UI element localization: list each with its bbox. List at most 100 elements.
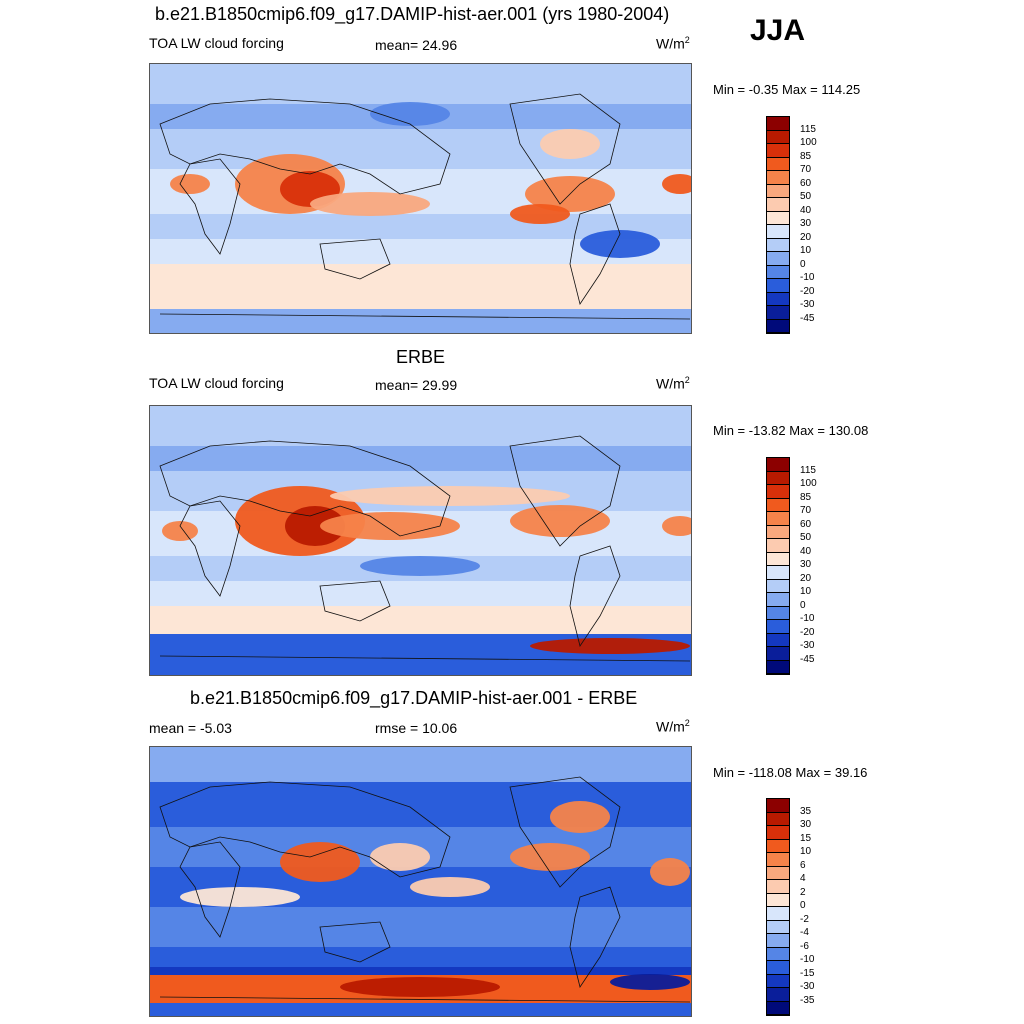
colorbar-swatch xyxy=(767,812,789,826)
colorbar-swatch xyxy=(767,252,789,266)
panel1-minmax: Min = -0.35 Max = 114.25 xyxy=(713,82,861,97)
panel2-mean-label: mean= 29.99 xyxy=(375,377,458,393)
panel3-rmse-label: rmse = 10.06 xyxy=(375,720,458,736)
field-feature xyxy=(162,521,198,541)
colorbar-label: -20 xyxy=(800,626,815,638)
field-feature xyxy=(340,977,500,997)
colorbar-swatch xyxy=(767,498,789,512)
colorbar-label: 115 xyxy=(800,464,816,476)
panel3-minmax: Min = -118.08 Max = 39.16 xyxy=(713,765,868,780)
field-band xyxy=(150,907,691,947)
panel3-mean-label: mean = -5.03 xyxy=(149,720,232,736)
colorbar-label: 50 xyxy=(800,191,812,202)
colorbar-swatch xyxy=(767,458,789,472)
colorbar-label: -30 xyxy=(800,299,815,310)
colorbar-swatch xyxy=(767,225,789,239)
colorbar-swatch xyxy=(767,292,789,306)
colorbar-label: -6 xyxy=(800,940,809,952)
coastline xyxy=(159,313,691,320)
colorbar-swatches xyxy=(766,457,790,675)
panel2-map xyxy=(149,405,692,676)
colorbar-label: 40 xyxy=(800,204,812,216)
colorbar-swatch xyxy=(767,306,789,320)
colorbar-swatch xyxy=(767,512,789,526)
colorbar-label: 10 xyxy=(800,245,812,256)
coastline xyxy=(159,996,691,1003)
field-band xyxy=(150,782,691,827)
field-band xyxy=(150,1003,691,1016)
field-feature xyxy=(285,506,345,546)
panel2-minmax: Min = -13.82 Max = 130.08 xyxy=(713,423,869,438)
field-feature xyxy=(170,174,210,194)
colorbar-label: 2 xyxy=(800,886,806,898)
colorbar-swatch xyxy=(767,485,789,499)
panel2-units: W/m2 xyxy=(656,375,690,392)
field-band xyxy=(150,309,691,333)
field-feature xyxy=(510,843,590,871)
field-feature xyxy=(540,129,600,159)
coastline xyxy=(569,203,621,305)
colorbar-swatches xyxy=(766,798,790,1016)
colorbar-swatch xyxy=(767,198,789,212)
colorbar-label: 30 xyxy=(800,218,812,229)
colorbar-label: 0 xyxy=(800,900,806,911)
field-feature xyxy=(180,887,300,907)
colorbar-swatch xyxy=(767,238,789,252)
coastline xyxy=(569,545,621,647)
panel3-units: W/m2 xyxy=(656,718,690,735)
colorbar-swatch xyxy=(767,279,789,293)
colorbar-label: 10 xyxy=(800,586,812,597)
colorbar-label: -30 xyxy=(800,981,815,992)
colorbar-label: 100 xyxy=(800,137,817,148)
panel3-field xyxy=(150,747,691,1016)
coastline xyxy=(179,841,241,938)
colorbar-label: 40 xyxy=(800,545,812,557)
colorbar-label: 35 xyxy=(800,805,812,817)
colorbar-swatch xyxy=(767,947,789,961)
field-feature xyxy=(610,974,690,990)
colorbar-swatch xyxy=(767,144,789,158)
field-feature xyxy=(360,556,480,576)
coastline xyxy=(319,580,391,622)
colorbar-swatch xyxy=(767,826,789,840)
colorbar-label: -4 xyxy=(800,927,809,938)
colorbar-label: 50 xyxy=(800,532,812,543)
panel1-units: W/m2 xyxy=(656,35,690,52)
colorbar-label: 0 xyxy=(800,599,806,611)
colorbar-swatch xyxy=(767,799,789,813)
field-band xyxy=(150,967,691,975)
colorbar-swatch xyxy=(767,934,789,948)
field-feature xyxy=(410,877,490,897)
colorbar-label: -45 xyxy=(800,653,815,665)
colorbar-swatch xyxy=(767,961,789,975)
colorbar-swatch xyxy=(767,647,789,661)
panel1-map xyxy=(149,63,692,334)
colorbar-label: 60 xyxy=(800,177,812,189)
coastlines xyxy=(159,93,691,320)
colorbar-swatch xyxy=(767,866,789,880)
colorbar-label: -45 xyxy=(800,312,815,324)
colorbar-swatch xyxy=(767,319,789,333)
coastline xyxy=(319,921,391,963)
field-band xyxy=(150,264,691,309)
colorbar-swatch xyxy=(767,880,789,894)
panel3-map xyxy=(149,746,692,1017)
colorbar-swatch xyxy=(767,920,789,934)
colorbar-swatch xyxy=(767,471,789,485)
colorbar-swatch xyxy=(767,130,789,144)
colorbar-swatch xyxy=(767,593,789,607)
colorbar-swatch xyxy=(767,974,789,988)
colorbar-swatch xyxy=(767,171,789,185)
colorbar-swatch xyxy=(767,184,789,198)
coastline xyxy=(509,776,621,888)
coastline xyxy=(569,886,621,988)
colorbar-label: -10 xyxy=(800,954,815,965)
colorbar-label: 85 xyxy=(800,150,812,162)
field-feature xyxy=(320,512,460,540)
colorbar-label: 15 xyxy=(800,832,812,844)
colorbar-label: 0 xyxy=(800,258,806,270)
field-feature xyxy=(510,505,610,537)
field-band xyxy=(150,446,691,471)
panel2-title: ERBE xyxy=(396,347,446,367)
coastlines xyxy=(159,776,691,1003)
